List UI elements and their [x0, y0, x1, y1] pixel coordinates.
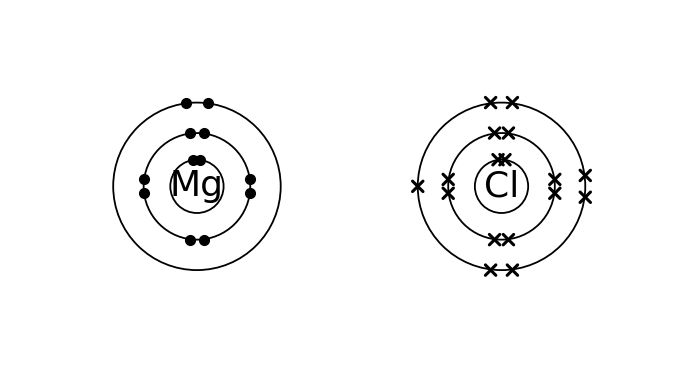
Text: Mg: Mg [170, 169, 224, 203]
Text: Cl: Cl [484, 169, 519, 203]
